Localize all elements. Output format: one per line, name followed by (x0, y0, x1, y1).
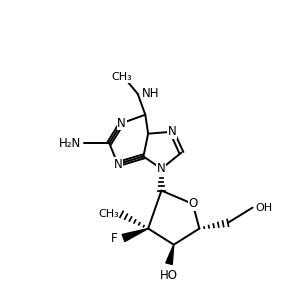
Text: H₂N: H₂N (59, 137, 81, 150)
Text: O: O (188, 197, 198, 210)
Text: CH₃: CH₃ (111, 72, 132, 82)
Text: OH: OH (255, 203, 272, 213)
Text: NH: NH (142, 87, 159, 100)
Text: N: N (157, 162, 166, 175)
Text: N: N (117, 117, 126, 130)
Text: HO: HO (160, 269, 178, 282)
Text: N: N (168, 125, 176, 138)
Text: N: N (114, 158, 122, 170)
Polygon shape (166, 245, 174, 265)
Polygon shape (122, 229, 148, 242)
Text: F: F (111, 232, 118, 245)
Text: CH₃: CH₃ (98, 209, 119, 219)
